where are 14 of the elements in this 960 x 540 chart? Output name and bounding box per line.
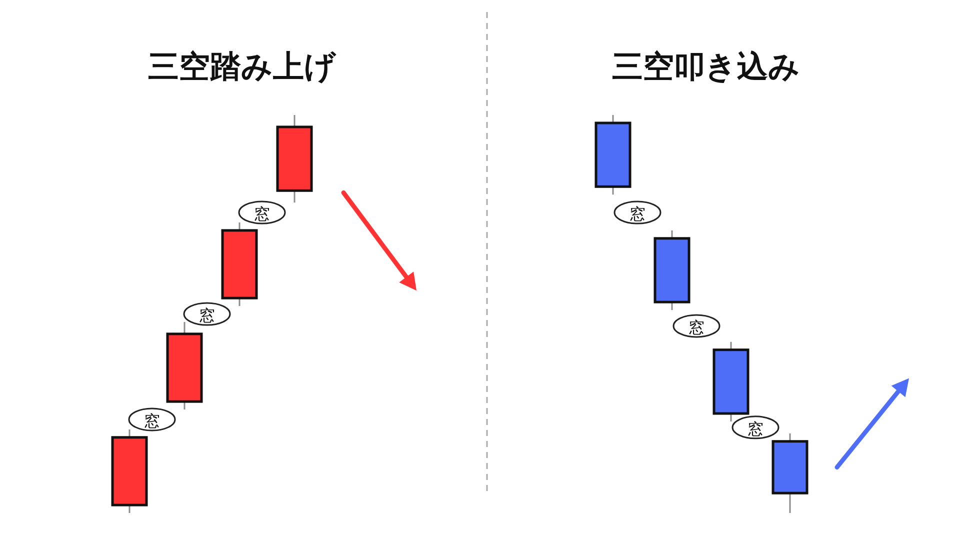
annotation: 窓 xyxy=(688,317,704,336)
annotation: 窓 xyxy=(199,306,215,324)
annotation: 窓 xyxy=(144,410,160,430)
gap-note: 窓 xyxy=(732,416,780,440)
gap-note: 窓 xyxy=(614,200,662,224)
gap-note: 窓 xyxy=(128,408,176,432)
chart-title: 三空叩き込み xyxy=(612,49,800,85)
annotation: 窓 xyxy=(748,418,764,438)
annotation: 窓 xyxy=(254,204,270,224)
gap-note: 窓 xyxy=(672,314,720,338)
annotation: 窓 xyxy=(630,204,646,224)
gap-note: 窓 xyxy=(183,302,231,326)
chart-title: 三空踏み上げ xyxy=(148,49,337,85)
gap-note: 窓 xyxy=(238,200,286,224)
